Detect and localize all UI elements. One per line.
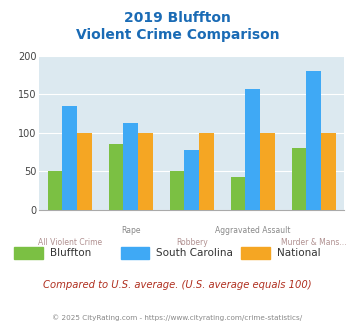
- Text: Compared to U.S. average. (U.S. average equals 100): Compared to U.S. average. (U.S. average …: [43, 280, 312, 290]
- Bar: [170, 171, 184, 210]
- Bar: [62, 106, 77, 210]
- Bar: [199, 133, 214, 210]
- Bar: [245, 89, 260, 210]
- Text: Rape: Rape: [121, 226, 140, 235]
- Bar: [48, 171, 62, 210]
- Text: Murder & Mans...: Murder & Mans...: [281, 238, 346, 247]
- Bar: [306, 71, 321, 210]
- Bar: [184, 150, 199, 210]
- Bar: [260, 133, 275, 210]
- Text: Robbery: Robbery: [176, 238, 208, 247]
- Text: 2019 Bluffton: 2019 Bluffton: [124, 11, 231, 25]
- FancyBboxPatch shape: [241, 247, 270, 259]
- Text: National: National: [277, 248, 321, 258]
- FancyBboxPatch shape: [14, 247, 43, 259]
- Text: Violent Crime Comparison: Violent Crime Comparison: [76, 28, 279, 42]
- Text: © 2025 CityRating.com - https://www.cityrating.com/crime-statistics/: © 2025 CityRating.com - https://www.city…: [53, 314, 302, 321]
- Bar: [231, 177, 245, 210]
- Bar: [77, 133, 92, 210]
- FancyBboxPatch shape: [121, 247, 149, 259]
- Bar: [109, 144, 123, 210]
- Text: All Violent Crime: All Violent Crime: [38, 238, 102, 247]
- Bar: [321, 133, 336, 210]
- Text: Bluffton: Bluffton: [50, 248, 91, 258]
- Bar: [138, 133, 153, 210]
- Text: South Carolina: South Carolina: [156, 248, 233, 258]
- Bar: [292, 148, 306, 210]
- Bar: [123, 123, 138, 210]
- Text: Aggravated Assault: Aggravated Assault: [215, 226, 290, 235]
